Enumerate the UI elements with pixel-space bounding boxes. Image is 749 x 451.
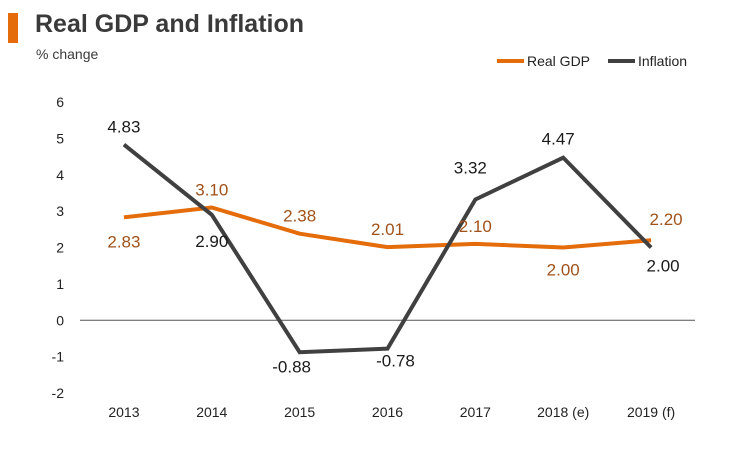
title-accent-bar — [8, 13, 18, 43]
data-label-inflation: 3.32 — [454, 158, 487, 177]
x-tick-label: 2015 — [284, 404, 315, 420]
y-tick-label: -1 — [52, 349, 65, 365]
y-tick-label: 6 — [56, 94, 64, 110]
data-label-inflation: 2.00 — [647, 257, 680, 276]
x-tick-label: 2014 — [196, 404, 227, 420]
chart-subtitle: % change — [36, 46, 99, 62]
x-tick-label: 2016 — [372, 404, 403, 420]
y-tick-label: 3 — [56, 203, 64, 219]
data-label-real-gdp: 2.01 — [371, 220, 404, 239]
data-label-real-gdp: 2.00 — [547, 261, 580, 280]
data-label-inflation: -0.78 — [376, 352, 415, 371]
data-label-real-gdp: 2.10 — [459, 217, 492, 236]
legend-label-inflation: Inflation — [638, 53, 687, 69]
data-label-real-gdp: 3.10 — [195, 180, 228, 199]
x-tick-label: 2019 (f) — [627, 404, 675, 420]
data-label-inflation: 4.83 — [107, 118, 140, 137]
y-tick-label: 0 — [56, 312, 64, 328]
y-tick-label: 2 — [56, 240, 64, 256]
y-tick-label: 1 — [56, 276, 64, 292]
x-tick-label: 2013 — [108, 404, 139, 420]
data-label-inflation: -0.88 — [272, 357, 311, 376]
y-tick-label: -2 — [52, 385, 65, 401]
y-tick-label: 4 — [56, 167, 64, 183]
data-label-inflation: 4.47 — [542, 130, 575, 149]
y-tick-label: 5 — [56, 130, 64, 146]
series-line-inflation — [122, 142, 653, 355]
data-label-real-gdp: 2.38 — [283, 207, 316, 226]
data-label-real-gdp: 2.20 — [650, 210, 683, 229]
x-tick-label: 2017 — [460, 404, 491, 420]
data-label-real-gdp: 2.83 — [107, 232, 140, 251]
chart-title: Real GDP and Inflation — [35, 10, 305, 38]
legend-label-real-gdp: Real GDP — [527, 53, 590, 69]
data-label-inflation: 2.90 — [195, 232, 228, 251]
series-line-real-gdp — [123, 205, 652, 250]
x-tick-label: 2018 (e) — [537, 404, 589, 420]
